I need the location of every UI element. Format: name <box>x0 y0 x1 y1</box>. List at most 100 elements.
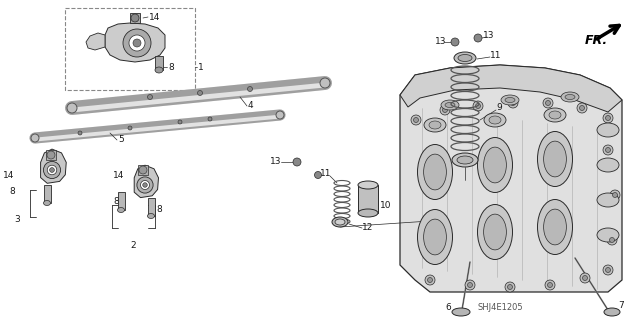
Circle shape <box>609 238 614 242</box>
Circle shape <box>139 166 147 174</box>
Circle shape <box>612 192 618 197</box>
Bar <box>118 192 125 210</box>
Text: 8: 8 <box>113 197 119 206</box>
Text: 1: 1 <box>198 63 204 71</box>
Polygon shape <box>400 65 622 292</box>
Circle shape <box>425 275 435 285</box>
Ellipse shape <box>597 193 619 207</box>
Polygon shape <box>105 23 165 62</box>
Circle shape <box>603 145 613 155</box>
Ellipse shape <box>335 219 345 225</box>
Ellipse shape <box>489 116 501 124</box>
Circle shape <box>511 100 515 106</box>
Ellipse shape <box>424 118 446 132</box>
Text: 7: 7 <box>618 300 624 309</box>
Ellipse shape <box>424 219 446 255</box>
Circle shape <box>131 14 139 22</box>
Circle shape <box>605 268 611 272</box>
Circle shape <box>605 147 611 152</box>
Ellipse shape <box>477 137 513 192</box>
Circle shape <box>577 103 587 113</box>
Bar <box>138 165 148 175</box>
Polygon shape <box>134 165 159 197</box>
Ellipse shape <box>565 94 575 100</box>
Circle shape <box>442 108 447 113</box>
Ellipse shape <box>417 210 452 264</box>
Circle shape <box>451 38 459 46</box>
Ellipse shape <box>458 55 472 62</box>
Ellipse shape <box>155 67 163 73</box>
Ellipse shape <box>538 199 573 255</box>
Polygon shape <box>40 149 67 183</box>
Bar <box>65 8 195 90</box>
Text: 6: 6 <box>445 302 451 311</box>
Text: 13: 13 <box>435 38 447 47</box>
Bar <box>44 185 51 203</box>
Ellipse shape <box>358 209 378 217</box>
Bar <box>358 185 378 213</box>
Bar <box>130 13 140 23</box>
Circle shape <box>543 98 553 108</box>
Circle shape <box>580 273 590 283</box>
Circle shape <box>413 117 419 122</box>
Text: 14: 14 <box>3 170 14 180</box>
Text: 5: 5 <box>118 136 124 145</box>
Ellipse shape <box>484 214 506 250</box>
Circle shape <box>141 181 150 189</box>
Circle shape <box>411 115 421 125</box>
Ellipse shape <box>44 201 51 205</box>
Circle shape <box>50 167 54 172</box>
Circle shape <box>545 280 555 290</box>
Circle shape <box>440 105 450 115</box>
Text: 10: 10 <box>380 201 392 210</box>
Text: 11: 11 <box>490 50 502 60</box>
Text: SHJ4E1205: SHJ4E1205 <box>477 303 523 313</box>
Circle shape <box>476 103 481 108</box>
Ellipse shape <box>452 308 470 316</box>
Text: 12: 12 <box>362 224 373 233</box>
Ellipse shape <box>604 308 620 316</box>
Circle shape <box>47 151 55 159</box>
Circle shape <box>147 94 152 100</box>
Ellipse shape <box>424 154 446 190</box>
Circle shape <box>607 235 617 245</box>
Text: 12: 12 <box>493 152 504 161</box>
Circle shape <box>610 190 620 200</box>
Text: 11: 11 <box>320 168 332 177</box>
Ellipse shape <box>477 204 513 259</box>
Circle shape <box>465 280 475 290</box>
Circle shape <box>508 285 513 290</box>
Ellipse shape <box>544 108 566 122</box>
Ellipse shape <box>417 145 452 199</box>
Circle shape <box>579 106 584 110</box>
Circle shape <box>248 86 253 92</box>
Text: 14: 14 <box>113 170 124 180</box>
Circle shape <box>198 91 202 95</box>
Circle shape <box>547 283 552 287</box>
Circle shape <box>314 172 321 179</box>
Ellipse shape <box>501 95 519 105</box>
Circle shape <box>508 98 518 108</box>
Circle shape <box>47 165 57 175</box>
Text: FR.: FR. <box>585 33 608 47</box>
Circle shape <box>505 282 515 292</box>
Text: 8: 8 <box>168 63 173 71</box>
Ellipse shape <box>484 113 506 127</box>
Text: 13: 13 <box>270 158 282 167</box>
Circle shape <box>143 183 147 187</box>
Polygon shape <box>400 65 622 112</box>
Ellipse shape <box>505 98 515 102</box>
Circle shape <box>582 276 588 280</box>
Ellipse shape <box>561 92 579 102</box>
Ellipse shape <box>147 213 154 219</box>
Circle shape <box>474 34 482 42</box>
Bar <box>155 56 163 70</box>
Circle shape <box>137 177 153 193</box>
Circle shape <box>276 111 284 119</box>
Ellipse shape <box>484 147 506 183</box>
Circle shape <box>78 131 82 135</box>
Bar <box>148 198 155 216</box>
Text: 4: 4 <box>248 101 253 110</box>
Polygon shape <box>86 33 105 50</box>
Ellipse shape <box>597 158 619 172</box>
